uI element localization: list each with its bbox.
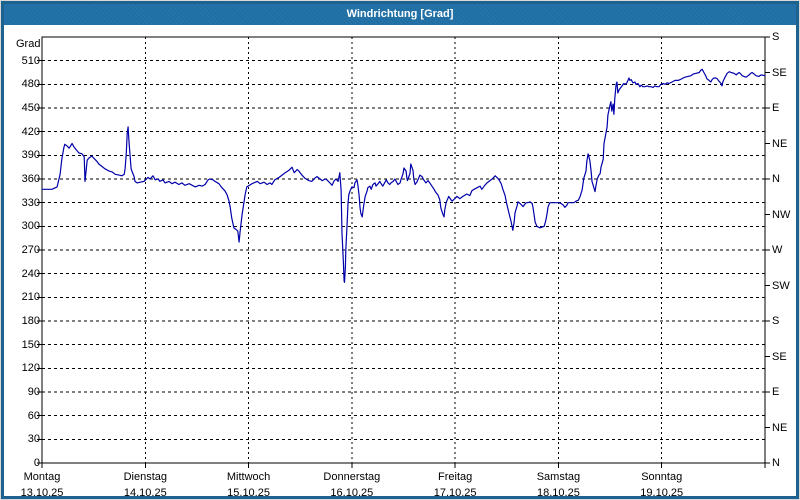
y-left-tick-label: 0 xyxy=(33,457,40,469)
compass-label: SW xyxy=(772,279,790,292)
compass-label: N xyxy=(772,173,780,185)
y-left-tick-label: 240 xyxy=(21,267,40,280)
compass-label: N xyxy=(772,457,780,469)
y-left-tick-label: 480 xyxy=(21,78,40,91)
day-name-label: Sonntag xyxy=(641,471,683,483)
compass-label: NE xyxy=(772,421,788,434)
compass-label: S xyxy=(772,315,780,327)
day-date-label: 17.10.25 xyxy=(433,487,477,499)
y-left-tick-label: 330 xyxy=(21,196,40,209)
day-date-label: 16.10.25 xyxy=(330,487,374,499)
day-name-label: Samstag xyxy=(536,471,581,483)
compass-label: E xyxy=(772,102,780,114)
y-left-tick-label: 300 xyxy=(21,220,40,233)
day-name-label: Dienstag xyxy=(123,471,167,483)
y-left-tick-label: 450 xyxy=(21,102,40,114)
plot-frame xyxy=(41,36,766,464)
title-bar[interactable]: Windrichtung [Grad] xyxy=(4,4,796,25)
compass-label: NE xyxy=(772,137,788,150)
y-left-tick-label: 150 xyxy=(21,338,40,351)
y-left-tick-label: 210 xyxy=(21,291,40,304)
day-date-label: 14.10.25 xyxy=(123,487,167,499)
y-left-tick-label: 60 xyxy=(27,409,40,422)
day-date-label: 13.10.25 xyxy=(20,487,64,499)
y-left-tick-label: 180 xyxy=(21,315,40,327)
day-name-label: Montag xyxy=(23,471,61,483)
day-name-label: Mittwoch xyxy=(226,471,271,483)
day-date-label: 15.10.25 xyxy=(227,487,270,499)
compass-label: SE xyxy=(772,350,787,363)
compass-label: E xyxy=(772,386,780,398)
y-left-tick-label: 270 xyxy=(21,244,40,256)
compass-label: W xyxy=(772,244,783,256)
compass-label: NW xyxy=(772,208,791,221)
compass-label: SE xyxy=(772,66,787,79)
day-name-label: Donnerstag xyxy=(323,471,381,483)
wind-direction-chart: Grad 0 30 60 90 120 150 180 210 240 270 300 330 360 3… xyxy=(4,4,796,496)
y-axis-title: Grad xyxy=(16,38,41,50)
y-left-tick-label: 90 xyxy=(27,386,40,398)
y-left-tick-label: 420 xyxy=(21,125,40,138)
y-left-tick-label: 390 xyxy=(21,149,40,162)
plot-canvas xyxy=(37,36,770,468)
wind-direction-line xyxy=(41,68,766,283)
day-date-label: 18.10.25 xyxy=(537,487,580,499)
day-date-label: 19.10.25 xyxy=(640,487,684,499)
y-left-tick-label: 510 xyxy=(21,54,40,67)
y-left-tick-label: 30 xyxy=(27,433,40,446)
window-title: Windrichtung [Grad] xyxy=(346,8,454,20)
day-name-label: Freitag xyxy=(438,471,473,483)
y-left-tick-label: 120 xyxy=(21,362,40,375)
compass-label: S xyxy=(772,31,780,43)
y-left-tick-label: 360 xyxy=(21,173,40,185)
